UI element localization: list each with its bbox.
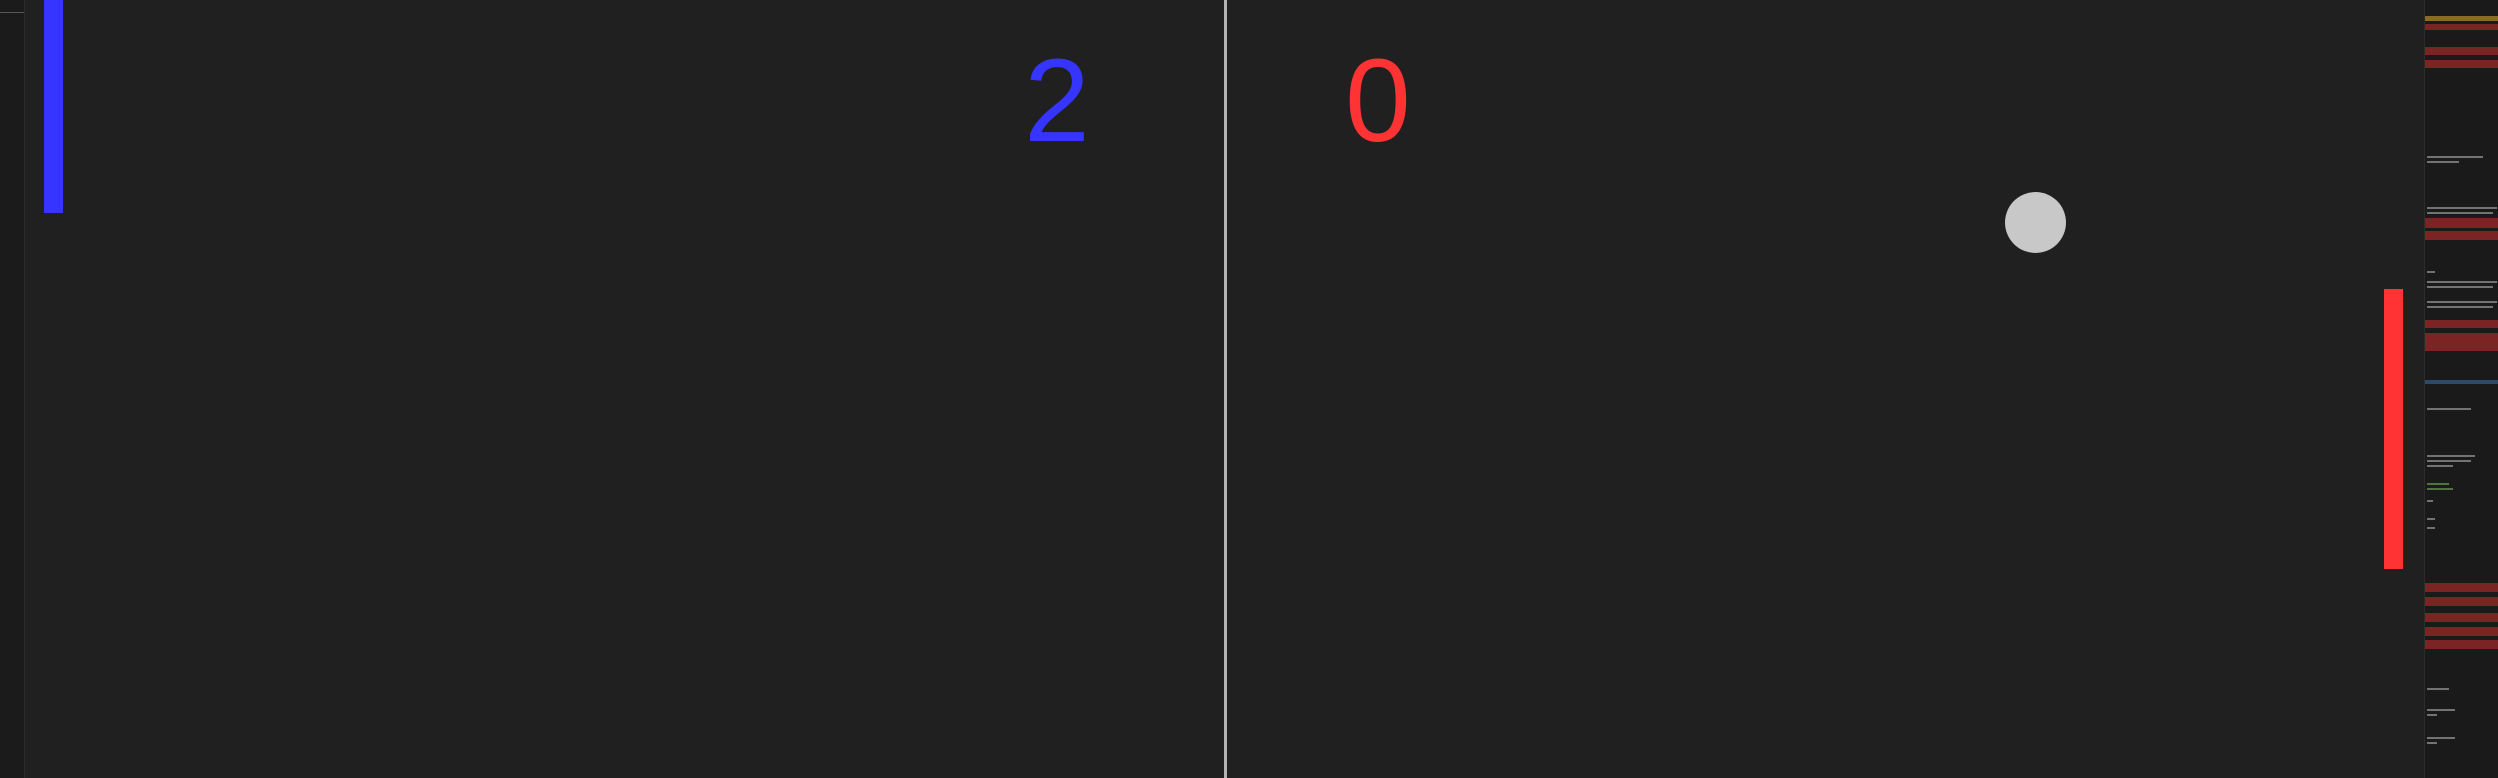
right-paddle bbox=[2384, 289, 2403, 569]
minimap-error-marker bbox=[2425, 24, 2498, 30]
minimap-code-line bbox=[2427, 500, 2433, 502]
minimap-code-line bbox=[2427, 207, 2497, 209]
minimap-code-line bbox=[2427, 286, 2493, 288]
minimap-code-line bbox=[2427, 156, 2483, 158]
center-net-line bbox=[1224, 0, 1227, 778]
minimap-code-line bbox=[2427, 518, 2435, 520]
gutter-tab-line bbox=[0, 12, 24, 13]
minimap-error-marker bbox=[2425, 333, 2498, 351]
minimap-code-line bbox=[2427, 460, 2471, 462]
minimap-code-line bbox=[2427, 281, 2497, 283]
minimap-error-marker bbox=[2425, 60, 2498, 68]
editor-minimap[interactable] bbox=[2424, 0, 2498, 778]
left-paddle bbox=[44, 0, 63, 213]
minimap-error-marker bbox=[2425, 583, 2498, 592]
minimap-code-line bbox=[2427, 161, 2459, 163]
minimap-code-line bbox=[2427, 408, 2471, 410]
minimap-code-line bbox=[2427, 688, 2449, 690]
ball bbox=[2005, 192, 2066, 253]
minimap-code-line bbox=[2427, 465, 2453, 467]
minimap-error-marker bbox=[2425, 218, 2498, 228]
minimap-error-marker bbox=[2425, 231, 2498, 240]
minimap-code-line bbox=[2427, 271, 2435, 273]
minimap-comment-line bbox=[2427, 483, 2449, 485]
minimap-code-line bbox=[2427, 306, 2493, 308]
minimap-code-line bbox=[2427, 709, 2455, 711]
right-player-score: 0 bbox=[1345, 35, 1411, 167]
minimap-error-marker bbox=[2425, 320, 2498, 328]
minimap-error-marker bbox=[2425, 47, 2498, 55]
minimap-code-line bbox=[2427, 742, 2437, 744]
minimap-comment-line bbox=[2427, 488, 2453, 490]
left-player-score: 2 bbox=[1024, 35, 1090, 167]
editor-left-gutter bbox=[0, 0, 25, 778]
minimap-error-marker bbox=[2425, 613, 2498, 622]
minimap-warning-marker bbox=[2425, 16, 2498, 21]
minimap-error-marker bbox=[2425, 640, 2498, 649]
minimap-code-line bbox=[2427, 737, 2455, 739]
minimap-code-line bbox=[2427, 527, 2435, 529]
minimap-info-marker bbox=[2425, 380, 2498, 384]
minimap-error-marker bbox=[2425, 597, 2498, 606]
minimap-code-line bbox=[2427, 714, 2437, 716]
minimap-code-line bbox=[2427, 301, 2497, 303]
pong-game-canvas[interactable]: 2 0 bbox=[25, 0, 2424, 778]
minimap-error-marker bbox=[2425, 627, 2498, 636]
minimap-code-line bbox=[2427, 455, 2475, 457]
minimap-code-line bbox=[2427, 212, 2493, 214]
